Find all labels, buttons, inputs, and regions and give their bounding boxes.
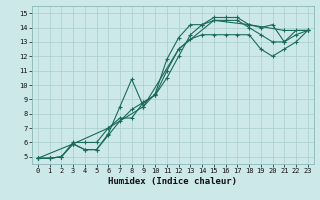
X-axis label: Humidex (Indice chaleur): Humidex (Indice chaleur) xyxy=(108,177,237,186)
